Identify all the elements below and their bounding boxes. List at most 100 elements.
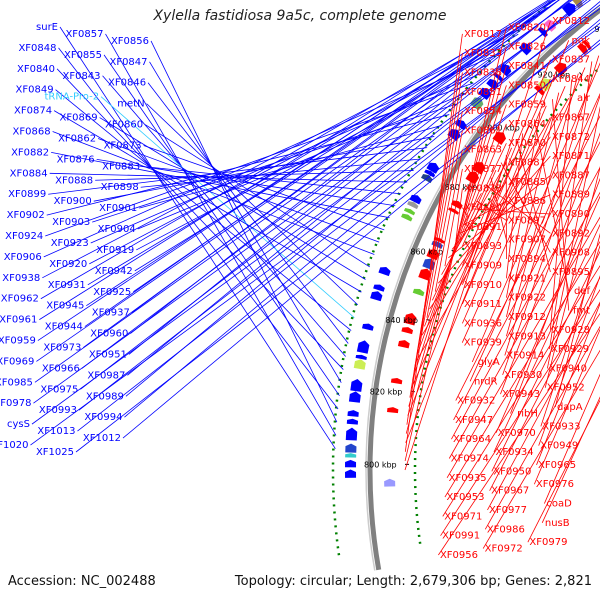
gene-label: XF0887 bbox=[552, 170, 590, 181]
gene-feature bbox=[454, 119, 467, 131]
gene-feature bbox=[553, 62, 568, 76]
left-gene-labels: surE XF0857 XF0856 XF0848 XF0855 XF0847 XF0840… bbox=[0, 0, 600, 458]
gene-label: XF0891 bbox=[464, 222, 502, 233]
label-leader-line bbox=[434, 149, 463, 292]
gene-label: tRNA-Pro-2 bbox=[44, 92, 99, 103]
gene-label: XF0880 bbox=[464, 203, 502, 214]
tick-label: 900 kbp bbox=[487, 124, 520, 133]
label-leader-line bbox=[490, 177, 507, 240]
label-leader-line bbox=[463, 200, 507, 226]
label-leader-line bbox=[453, 141, 600, 421]
gene-label: XF0848 bbox=[18, 43, 56, 54]
gene-feature bbox=[370, 291, 383, 302]
gene-label: XF0921 bbox=[508, 273, 546, 284]
label-leader-line bbox=[404, 20, 551, 471]
gene-feature bbox=[401, 213, 413, 222]
gene-label: fmt bbox=[573, 306, 590, 317]
gene-label: XF0885 bbox=[508, 177, 546, 188]
label-leader-line bbox=[90, 72, 483, 244]
label-leader-line bbox=[451, 181, 507, 250]
gene-feature bbox=[361, 323, 374, 331]
label-leader-line bbox=[78, 4, 600, 411]
gene-feature bbox=[384, 478, 396, 487]
gene-label: XF0881 bbox=[508, 158, 546, 169]
scale-ticks: 800 kbp 820 kbp 840 kbp 860 kbp 880 kbp 900 k… bbox=[364, 25, 600, 469]
gene-label: XF0878 bbox=[464, 183, 502, 194]
gene-feature bbox=[418, 268, 432, 281]
gene-feature bbox=[424, 169, 436, 178]
label-leader-line bbox=[424, 123, 507, 327]
gene-label: XF0838 bbox=[464, 67, 502, 78]
label-leader-line bbox=[446, 216, 600, 478]
tick-label: 940 kbp bbox=[595, 25, 600, 34]
gene-label: XF0913 bbox=[508, 331, 546, 342]
gene-label: XF0859 bbox=[508, 100, 546, 111]
label-leader-line bbox=[533, 328, 600, 485]
gene-label: XF0861 bbox=[464, 125, 502, 136]
gene-label: XF0904 bbox=[98, 224, 136, 235]
gene-label: XF0898 bbox=[101, 182, 139, 193]
gene-feature bbox=[471, 162, 486, 175]
gene-label: XF0833 bbox=[464, 48, 502, 59]
label-leader-line bbox=[444, 168, 463, 267]
label-leader-line bbox=[127, 0, 585, 376]
label-leader-line bbox=[77, 22, 600, 432]
gene-label: nrdR bbox=[474, 376, 498, 387]
gene-label: XF0938 bbox=[2, 273, 40, 284]
gene-feature bbox=[403, 207, 416, 216]
label-leader-line bbox=[438, 155, 551, 284]
gene-label: XF0939 bbox=[464, 338, 502, 349]
tick-label: 800 kbp bbox=[364, 460, 397, 469]
gene-label: cysS bbox=[7, 419, 30, 430]
label-leader-line bbox=[461, 67, 586, 343]
gene-label: XF0970 bbox=[498, 428, 536, 439]
label-leader-line bbox=[37, 0, 552, 341]
label-leader-line bbox=[58, 47, 339, 410]
gene-label: XF0846 bbox=[108, 78, 146, 89]
label-leader-line bbox=[142, 165, 402, 195]
gene-label: XF0886 bbox=[508, 196, 546, 207]
gene-label: glyA bbox=[478, 357, 500, 368]
gene-label: XF0928 bbox=[552, 325, 590, 336]
label-leader-line bbox=[502, 95, 600, 375]
gene-label: XF0906 bbox=[4, 252, 42, 263]
label-leader-line bbox=[128, 0, 570, 355]
gene-label: metN bbox=[117, 99, 144, 110]
label-leader-line bbox=[462, 192, 482, 228]
label-leader-line bbox=[413, 91, 463, 371]
gene-label: XF0909 bbox=[464, 260, 502, 271]
label-leader-line bbox=[489, 276, 600, 491]
gene-label: XF0950 bbox=[493, 466, 531, 477]
label-leader-line bbox=[122, 39, 600, 439]
gene-label: coaD bbox=[546, 499, 572, 510]
gene-label: XF0895 bbox=[552, 267, 590, 278]
label-leader-line bbox=[56, 68, 344, 370]
gene-feature bbox=[348, 391, 361, 403]
label-leader-line bbox=[462, 169, 497, 247]
gene-label: XF0850 bbox=[508, 80, 546, 91]
gene-label: XF0960 bbox=[90, 329, 128, 340]
gene-label: XF0989 bbox=[86, 391, 124, 402]
gene-label: XF0877 bbox=[464, 164, 502, 175]
topology-label: Topology: circular; Length: 2,679,306 bp… bbox=[234, 574, 592, 589]
gene-label: XF0933 bbox=[542, 421, 580, 432]
label-leader-line bbox=[462, 126, 529, 285]
gene-label: XF0862 bbox=[58, 133, 96, 144]
label-leader-line bbox=[506, 73, 579, 337]
label-leader-line bbox=[75, 42, 600, 453]
gene-label: XF0930 bbox=[504, 370, 542, 381]
gene-label: XF0893 bbox=[464, 241, 502, 252]
label-leader-line bbox=[408, 65, 507, 407]
label-leader-line bbox=[462, 105, 547, 305]
label-leader-line bbox=[80, 0, 588, 390]
gene-label: surE bbox=[36, 22, 58, 33]
gene-label: XF0889 bbox=[552, 190, 590, 201]
tick-label: 820 kbp bbox=[370, 388, 403, 397]
gene-feature bbox=[412, 288, 425, 297]
gene-label: XF0956 bbox=[440, 550, 478, 561]
label-leader-line bbox=[143, 145, 385, 231]
label-leader-line bbox=[426, 130, 463, 318]
gene-label: XF0942 bbox=[95, 266, 133, 277]
gene-label: ribH bbox=[517, 408, 538, 419]
